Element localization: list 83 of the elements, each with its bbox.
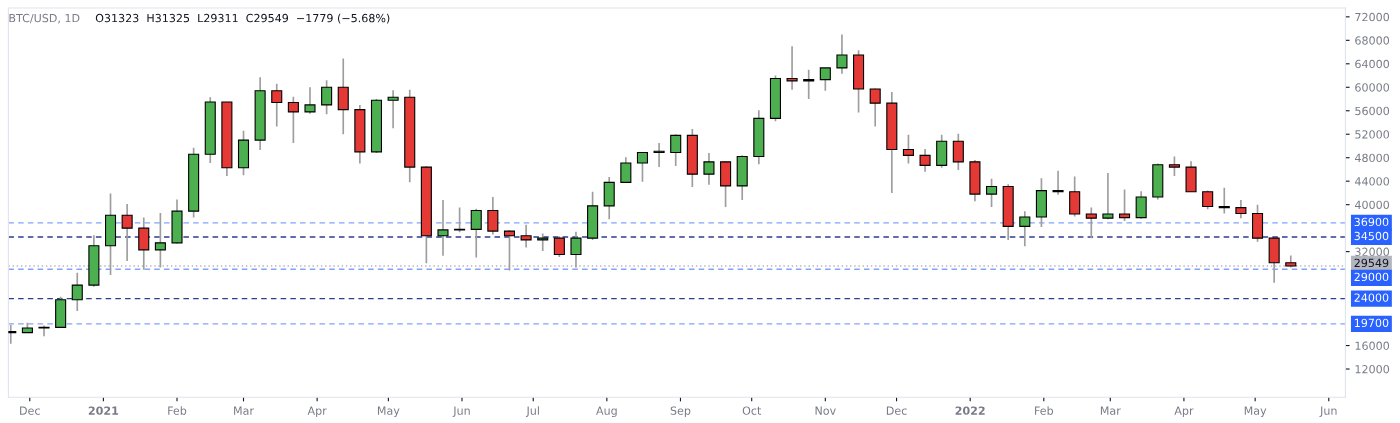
candlestick: [503, 229, 516, 272]
candlestick: [121, 203, 133, 262]
candlestick: [1119, 188, 1131, 222]
ref-line-label: 24000: [1354, 293, 1389, 302]
ref-line-label: 36900: [1354, 217, 1389, 227]
x-tick-label: Nov: [815, 406, 836, 415]
x-tick-label: Mar: [1100, 406, 1121, 415]
x-tick-label: 2022: [955, 406, 985, 415]
candlestick: [819, 67, 831, 92]
y-tick-label: 40000: [1354, 200, 1390, 210]
ref-line-label: 19700: [1354, 318, 1389, 328]
candlestick: [653, 142, 665, 168]
candlestick: [603, 176, 615, 221]
candlestick: [287, 95, 299, 144]
y-tick-label: 32000: [1355, 247, 1390, 257]
x-tick-label: Mar: [234, 406, 254, 415]
candlestick: [1135, 190, 1147, 220]
candlestick: [154, 212, 166, 269]
x-tick-label: Sep: [670, 406, 691, 417]
candlestick: [138, 216, 150, 271]
chart-title: BTC/USD, 1D: [9, 13, 80, 24]
candlestick: [1235, 199, 1247, 220]
candlestick: [1052, 169, 1064, 196]
candlestick: [71, 271, 83, 312]
y-tick-label: 52000: [1355, 130, 1390, 139]
y-tick-label: 60000: [1355, 83, 1390, 92]
x-tick-label: 2021: [88, 406, 119, 415]
y-tick-label: 44000: [1354, 177, 1390, 186]
candlestick: [1168, 155, 1180, 177]
y-tick-label: 16000: [1355, 341, 1390, 350]
candlestick: [1218, 186, 1230, 215]
x-tick-label: Aug: [596, 406, 617, 417]
candlestick: [304, 86, 316, 115]
ref-line-label: 34500: [1354, 231, 1389, 241]
candlestick: [670, 133, 682, 167]
y-tick-label: 72000: [1355, 12, 1390, 22]
candlestick: [537, 232, 549, 252]
x-tick-label: Dec: [20, 406, 40, 415]
x-tick-label: May: [1244, 406, 1267, 417]
candlestick: [553, 235, 565, 258]
candlestick: [487, 196, 499, 236]
candlestick: [1069, 175, 1081, 218]
x-tick-label: Dec: [886, 406, 907, 415]
candlestick: [803, 68, 815, 100]
x-tick-label: Apr: [307, 406, 327, 417]
candlestick: [1085, 206, 1097, 239]
x-tick-label: May: [377, 406, 400, 417]
candlestick: [636, 151, 649, 183]
candlestick: [321, 79, 333, 116]
candlestick: [1102, 172, 1114, 221]
ref-line-label: 29549: [1354, 258, 1389, 268]
candlestick: [986, 178, 998, 208]
candlestick: [520, 223, 532, 249]
candlestick: [337, 57, 349, 136]
y-tick-label: 64000: [1355, 59, 1390, 69]
candlestick: [271, 82, 283, 128]
ref-line-label: 29000: [1354, 272, 1389, 282]
y-tick-label: 68000: [1355, 36, 1390, 45]
candlestick: [620, 156, 632, 184]
x-tick-label: Feb: [168, 406, 187, 415]
x-tick-label: Apr: [1174, 406, 1194, 417]
candlestick: [703, 152, 715, 186]
x-tick-label: Jun: [452, 406, 470, 417]
candlestick: [437, 199, 449, 257]
annotation: O31323 H31325 L29311 C29549 −1779 (−5.68%): [95, 13, 390, 24]
candlestick: [902, 133, 914, 165]
y-tick-label: 48000: [1354, 153, 1390, 163]
candlestick: [836, 33, 848, 75]
candlestick: [786, 45, 798, 91]
candlestick: [869, 87, 881, 128]
candlestick: [919, 148, 931, 173]
y-tick-label: 56000: [1355, 106, 1390, 116]
candlestick: [1019, 210, 1031, 248]
candlestick: [570, 230, 582, 269]
x-tick-label: Jul: [525, 406, 539, 417]
candlestick: [470, 207, 482, 259]
candlestick: [454, 206, 466, 234]
candlestick: [387, 89, 399, 130]
x-tick-label: Jun: [1319, 406, 1337, 417]
x-tick-label: Feb: [1035, 406, 1054, 415]
candlestick: [952, 132, 964, 171]
x-tick-label: Oct: [742, 406, 762, 415]
y-tick-label: 12000: [1355, 365, 1390, 374]
